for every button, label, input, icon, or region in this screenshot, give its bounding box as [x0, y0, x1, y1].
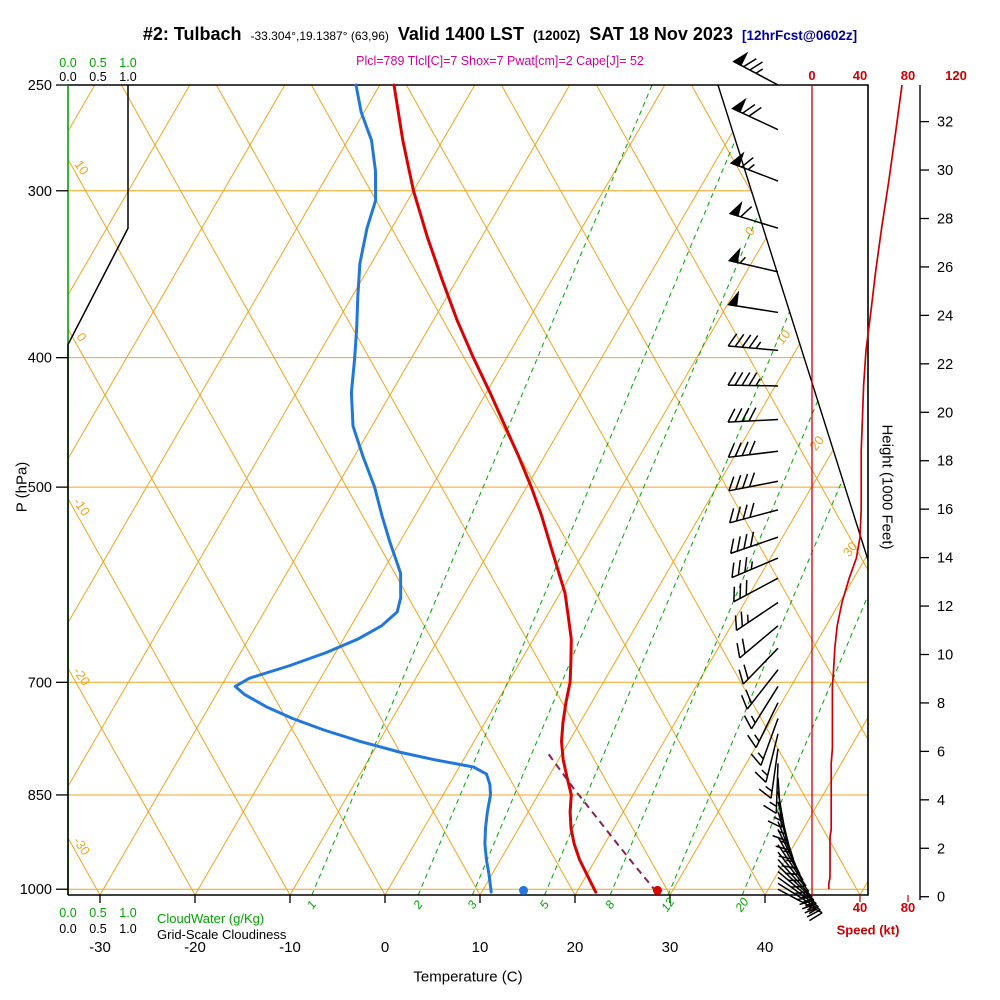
valid-zulu-time: (1200Z) — [532, 28, 581, 43]
svg-text:0.0: 0.0 — [59, 922, 76, 936]
svg-text:8: 8 — [937, 696, 945, 712]
svg-text:0.5: 0.5 — [89, 906, 106, 920]
pressure-axis-label: P (hPa) — [13, 461, 31, 513]
skewt-grid — [68, 85, 868, 895]
svg-text:40: 40 — [757, 939, 774, 956]
plot-frame — [68, 84, 869, 896]
valid-date: SAT 18 Nov 2023 — [589, 24, 733, 44]
svg-text:0.0: 0.0 — [59, 906, 76, 920]
svg-text:10: 10 — [71, 157, 92, 177]
svg-text:2: 2 — [937, 841, 945, 857]
svg-text:10: 10 — [472, 939, 489, 956]
svg-text:0: 0 — [808, 68, 815, 83]
svg-text:0.5: 0.5 — [89, 922, 106, 936]
station-coords: -33.304°,19.1387° (63,96) — [250, 29, 389, 43]
cloudiness-profile — [67, 85, 129, 895]
speed-profile — [827, 84, 903, 890]
parcel-ascent-curve — [546, 751, 658, 893]
svg-text:300: 300 — [28, 184, 52, 200]
svg-text:500: 500 — [28, 480, 52, 496]
svg-text:32: 32 — [937, 115, 953, 131]
svg-text:40: 40 — [853, 900, 867, 915]
svg-text:12: 12 — [658, 895, 677, 914]
svg-text:10: 10 — [937, 647, 953, 663]
svg-text:-30: -30 — [89, 939, 111, 956]
svg-text:16: 16 — [937, 502, 953, 518]
svg-text:5: 5 — [537, 898, 552, 912]
svg-text:30: 30 — [937, 163, 953, 179]
svg-text:8: 8 — [602, 898, 617, 912]
svg-text:0: 0 — [937, 890, 945, 906]
svg-text:0: 0 — [381, 939, 389, 956]
svg-text:-20: -20 — [184, 939, 206, 956]
svg-text:4: 4 — [937, 793, 945, 809]
svg-text:-20: -20 — [70, 664, 93, 688]
svg-text:2: 2 — [410, 898, 426, 913]
svg-text:1000: 1000 — [20, 882, 52, 898]
valid-time: Valid 1400 LST — [397, 24, 524, 44]
svg-text:22: 22 — [937, 357, 953, 373]
stability-indices: Plcl=789 Tlcl[C]=7 Shox=7 Pwat[cm]=2 Cap… — [356, 54, 644, 68]
svg-text:-10: -10 — [279, 939, 301, 956]
svg-text:3: 3 — [464, 898, 479, 912]
svg-text:28: 28 — [937, 211, 953, 227]
svg-text:20: 20 — [732, 895, 752, 915]
svg-text:1: 1 — [304, 898, 319, 912]
svg-text:1.0: 1.0 — [119, 922, 136, 936]
svg-text:14: 14 — [937, 551, 953, 567]
svg-text:250: 250 — [28, 78, 52, 94]
svg-text:20: 20 — [567, 939, 584, 956]
svg-text:12: 12 — [937, 599, 953, 615]
svg-text:400: 400 — [28, 351, 52, 367]
height-axis-label: Height (1000 Feet) — [878, 424, 896, 550]
svg-text:20: 20 — [937, 405, 953, 421]
svg-text:18: 18 — [937, 454, 953, 470]
dewpoint-curve — [233, 83, 493, 894]
svg-text:80: 80 — [901, 900, 915, 915]
barb-area-divider — [717, 84, 869, 561]
svg-text:0.0: 0.0 — [59, 56, 76, 70]
svg-text:-10: -10 — [70, 495, 93, 519]
svg-text:700: 700 — [28, 675, 52, 691]
title-bar: #2: Tulbach -33.304°,19.1387° (63,96) Va… — [0, 24, 1000, 45]
svg-text:120: 120 — [945, 68, 967, 83]
svg-text:6: 6 — [937, 744, 945, 760]
wind-barbs — [727, 51, 823, 922]
speed-axis-label: Speed (kt) — [836, 922, 900, 938]
svg-text:1.0: 1.0 — [119, 70, 136, 84]
cloudwater-axis-label: CloudWater (g/Kg) — [157, 911, 265, 926]
svg-text:0.5: 0.5 — [89, 56, 106, 70]
svg-text:30: 30 — [662, 939, 679, 956]
station-title: #2: Tulbach — [142, 24, 242, 44]
temperature-curve — [392, 83, 598, 894]
surface-temperature-dot — [652, 885, 662, 895]
svg-text:-30: -30 — [70, 834, 93, 858]
forecast-tag: [12hrFcst@0602z] — [741, 28, 858, 43]
svg-text:1.0: 1.0 — [119, 56, 136, 70]
svg-text:850: 850 — [28, 788, 52, 804]
svg-text:0.5: 0.5 — [89, 70, 106, 84]
svg-text:0: 0 — [742, 223, 758, 238]
svg-text:1.0: 1.0 — [119, 906, 136, 920]
svg-text:40: 40 — [853, 68, 867, 83]
svg-text:20: 20 — [806, 433, 827, 454]
surface-dewpoint-dot — [519, 885, 529, 895]
temperature-axis-label: Temperature (C) — [413, 968, 523, 986]
svg-text:24: 24 — [937, 308, 953, 324]
svg-text:80: 80 — [901, 68, 915, 83]
gridscale-cloudiness-label: Grid-Scale Cloudiness — [157, 927, 287, 942]
svg-text:0.0: 0.0 — [59, 70, 76, 84]
svg-text:26: 26 — [937, 260, 953, 276]
